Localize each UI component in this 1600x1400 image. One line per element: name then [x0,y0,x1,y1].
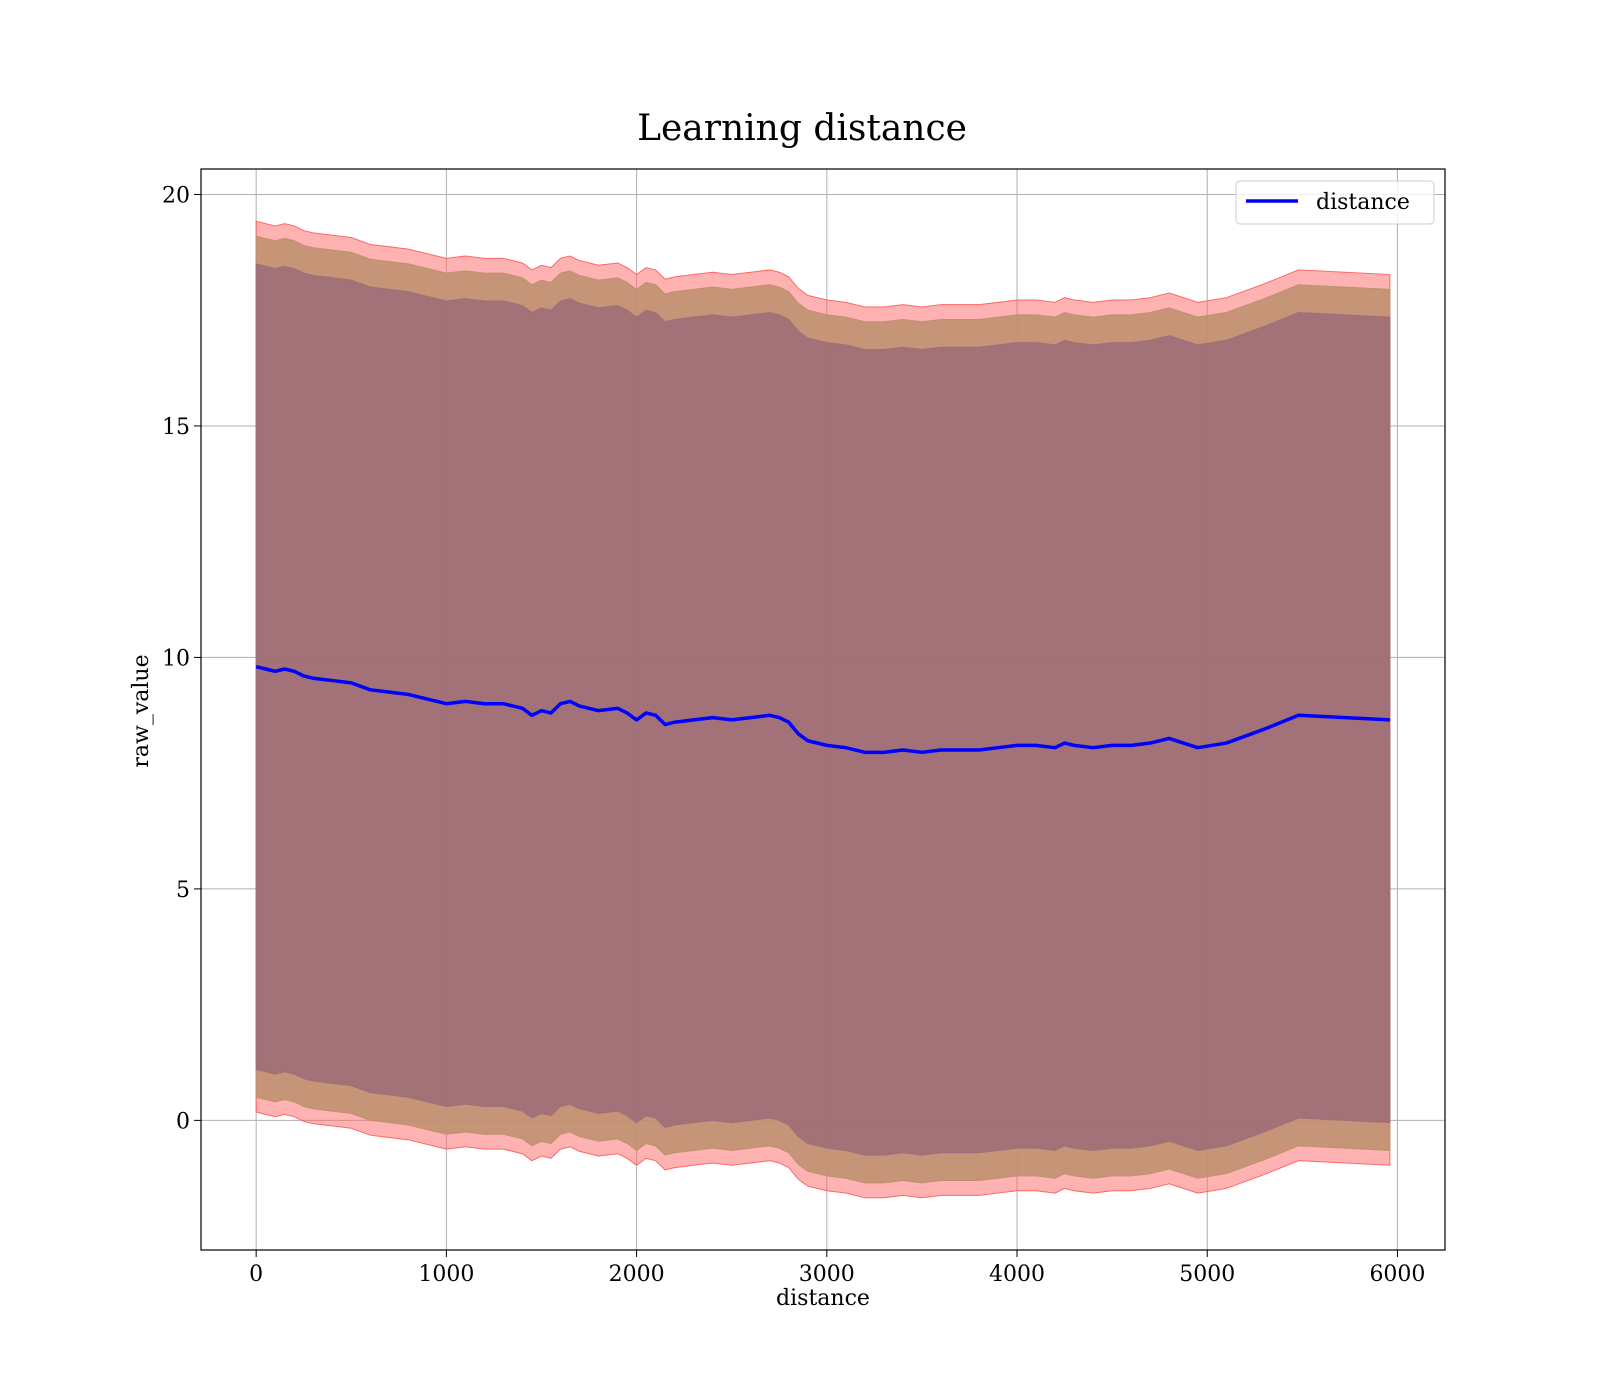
series-line-distance [255,664,1390,755]
y-tick-label: 5 [176,878,190,903]
y-axis-label: raw_value [129,654,154,767]
legend: distance [1235,180,1435,225]
x-tick-label: 1000 [418,1262,474,1287]
y-tick-label: 10 [162,646,190,671]
axis-ticks: 0 1000 2000 3000 4000 5000 6000 0 5 10 15 20 [162,183,1425,1287]
plot-frame [200,168,1446,1251]
x-tick-label: 6000 [1369,1262,1425,1287]
x-axis-label: distance [776,1286,870,1311]
x-tick-label: 5000 [1179,1262,1235,1287]
x-tick-label: 3000 [799,1262,855,1287]
y-tick-label: 20 [162,183,190,208]
legend-box [1235,180,1435,225]
series-lines [255,664,1390,755]
x-tick-label: 0 [249,1262,263,1287]
x-tick-label: 2000 [609,1262,665,1287]
x-tick-label: 4000 [989,1262,1045,1287]
y-tick-label: 15 [162,415,190,440]
chart-title: Learning distance [637,108,967,149]
legend-label-distance: distance [1316,190,1410,215]
y-tick-label: 0 [176,1109,190,1134]
confidence-bands [255,220,1391,1199]
band-inner [255,263,1391,1156]
